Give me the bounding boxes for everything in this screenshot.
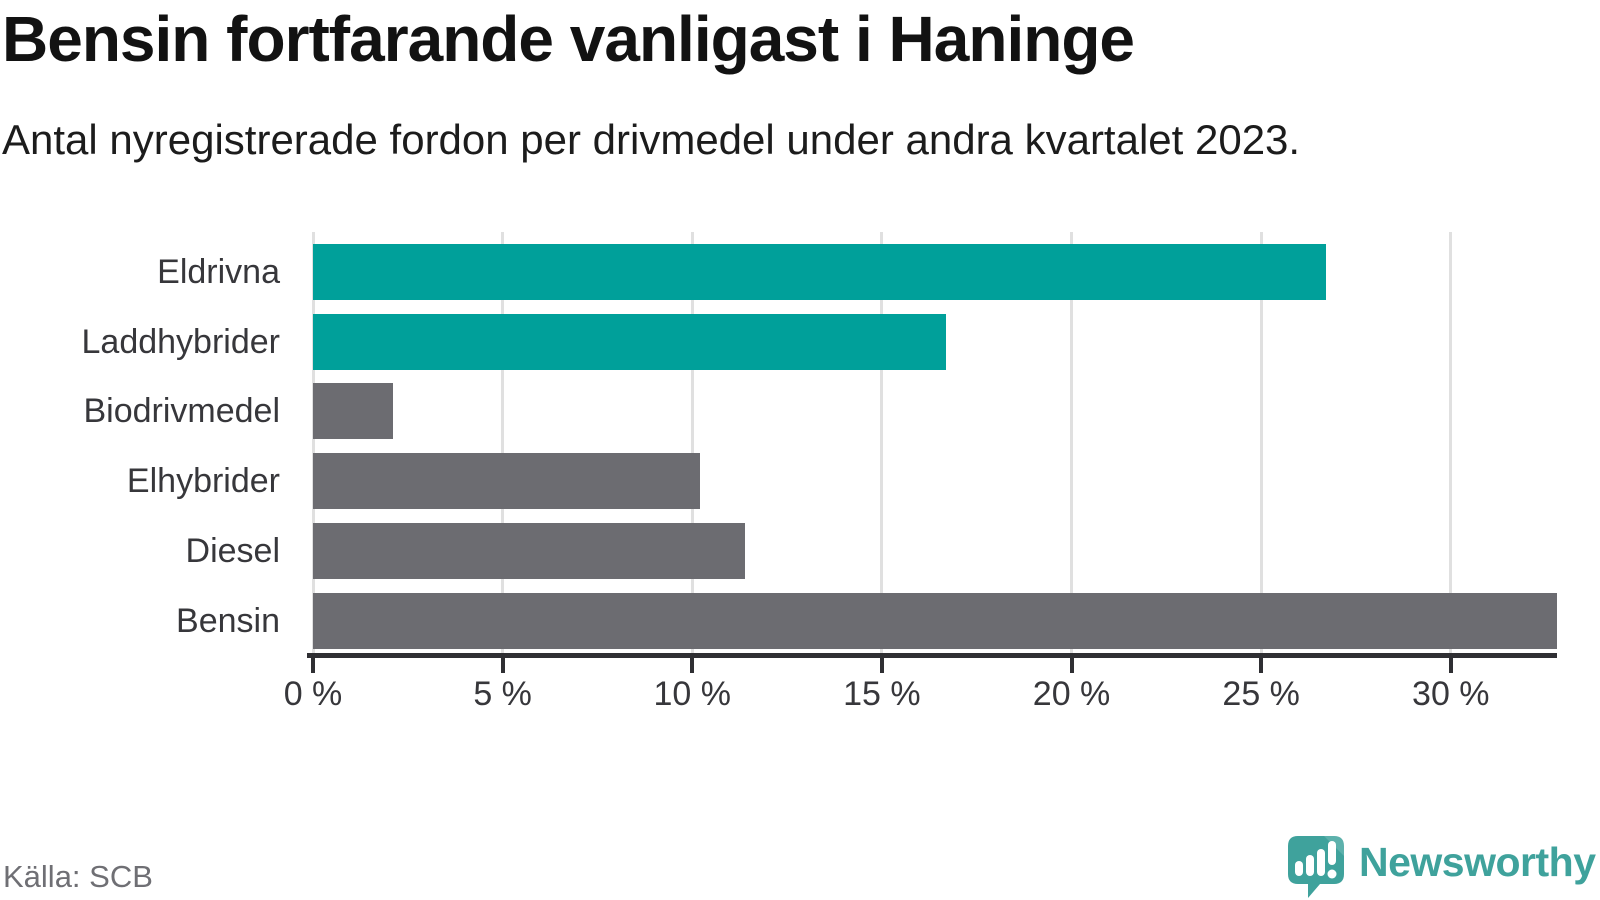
gridline — [690, 232, 694, 653]
category-label: Eldrivna — [157, 253, 280, 291]
gridline — [501, 232, 505, 653]
gridline — [1070, 232, 1074, 653]
bar-row: Diesel — [186, 522, 1557, 579]
bar-row: Eldrivna — [157, 244, 1557, 300]
x-axis-tick — [311, 658, 315, 673]
x-axis-tick-label: 5 % — [473, 675, 532, 713]
bar — [313, 244, 1326, 300]
gridline — [880, 232, 884, 653]
category-label: Elhybrider — [126, 462, 280, 501]
x-axis-tick — [879, 658, 884, 673]
bar-row: Bensin — [176, 592, 1557, 649]
category-label: Bensin — [176, 601, 280, 640]
bar — [313, 383, 393, 440]
speech-bubble-bar-chart-icon — [1288, 836, 1344, 898]
x-axis-tick — [1448, 658, 1453, 673]
bar — [313, 313, 947, 370]
x-axis-tick — [690, 658, 695, 673]
x-axis-tick-label: 0 % — [283, 675, 343, 713]
x-axis-tick-label: 20 % — [1032, 675, 1111, 713]
x-axis-tick-label: 10 % — [653, 675, 732, 713]
x-axis-tick — [1259, 658, 1264, 673]
category-label: Biodrivmedel — [83, 392, 280, 431]
x-axis-tick — [500, 658, 505, 673]
bar-row: Laddhybrider — [82, 313, 1557, 370]
x-axis-tick-label: 30 % — [1412, 675, 1490, 713]
x-axis-line — [307, 653, 1557, 658]
x-axis-tick — [1069, 658, 1074, 673]
source-text: Källa: SCB — [3, 859, 153, 894]
gridline — [1259, 232, 1263, 653]
gridline — [1449, 232, 1453, 653]
x-axis-tick-label: 15 % — [843, 675, 921, 713]
bar — [313, 522, 746, 579]
brand-lockup: Newsworthy — [1286, 834, 1596, 900]
category-label: Laddhybrider — [81, 322, 280, 361]
gridline — [311, 232, 315, 653]
category-label: Diesel — [185, 531, 280, 570]
bar — [313, 592, 1557, 649]
x-axis-tick-label: 25 % — [1222, 675, 1300, 713]
bar-row: Biodrivmedel — [83, 383, 1557, 440]
plot-area: 0 % 5 % 10 % 15 % 20 % 25 % 30 % Eldrivna Laddhy… — [82, 232, 1557, 713]
chart-subtitle: Antal nyregistrerade fordon per drivmede… — [2, 116, 1301, 163]
chart-title: Bensin fortfarande vanligast i Haninge — [2, 3, 1135, 75]
brand-name: Newsworthy — [1359, 839, 1596, 885]
bar-row: Elhybrider — [127, 453, 1557, 510]
bar — [313, 453, 700, 510]
